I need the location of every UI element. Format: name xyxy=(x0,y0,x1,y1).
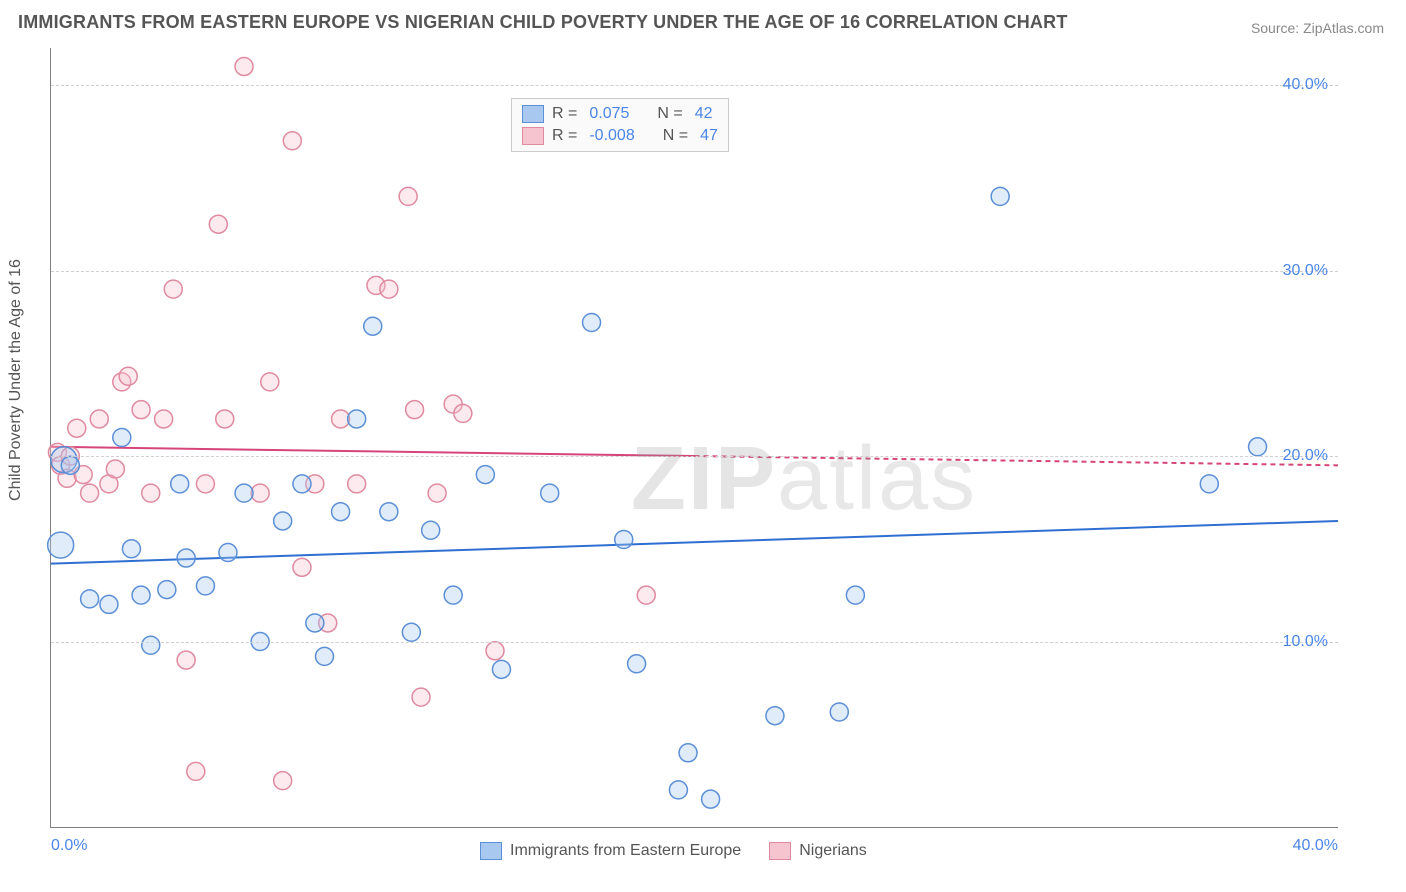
gridline xyxy=(51,85,1338,86)
gridline xyxy=(51,642,1338,643)
chart-area: ZIPatlas R = 0.075 N = 42 R = -0.008 N =… xyxy=(50,48,1338,828)
y-tick: 10.0% xyxy=(1283,633,1328,651)
legend-row: R = 0.075 N = 42 xyxy=(522,103,718,125)
series-legend: Immigrants from Eastern Europe Nigerians xyxy=(480,842,867,860)
legend-swatch-pink xyxy=(769,842,791,860)
stats-legend: R = 0.075 N = 42 R = -0.008 N = 47 xyxy=(511,98,729,152)
x-tick: 0.0% xyxy=(51,837,87,855)
plot-svg xyxy=(51,48,1338,827)
chart-title: IMMIGRANTS FROM EASTERN EUROPE VS NIGERI… xyxy=(18,12,1068,33)
y-tick: 20.0% xyxy=(1283,447,1328,465)
legend-r-label: R = xyxy=(552,105,577,123)
legend-r-value: 0.075 xyxy=(589,105,629,123)
legend-series-label: Immigrants from Eastern Europe xyxy=(510,842,741,860)
legend-swatch-blue xyxy=(522,105,544,123)
legend-n-value: 42 xyxy=(695,105,713,123)
legend-row: R = -0.008 N = 47 xyxy=(522,125,718,147)
source-label: Source: ZipAtlas.com xyxy=(1251,20,1384,36)
legend-item: Nigerians xyxy=(769,842,867,860)
gridline xyxy=(51,456,1338,457)
legend-r-value: -0.008 xyxy=(589,127,634,145)
legend-n-value: 47 xyxy=(700,127,718,145)
legend-r-label: R = xyxy=(552,127,577,145)
x-tick: 40.0% xyxy=(1293,837,1338,855)
legend-series-label: Nigerians xyxy=(799,842,867,860)
y-axis-label: Child Poverty Under the Age of 16 xyxy=(7,259,25,501)
legend-n-label: N = xyxy=(657,105,682,123)
gridline xyxy=(51,271,1338,272)
legend-n-label: N = xyxy=(663,127,688,145)
legend-swatch-blue xyxy=(480,842,502,860)
legend-swatch-pink xyxy=(522,127,544,145)
y-tick: 30.0% xyxy=(1283,262,1328,280)
legend-item: Immigrants from Eastern Europe xyxy=(480,842,741,860)
y-tick: 40.0% xyxy=(1283,76,1328,94)
